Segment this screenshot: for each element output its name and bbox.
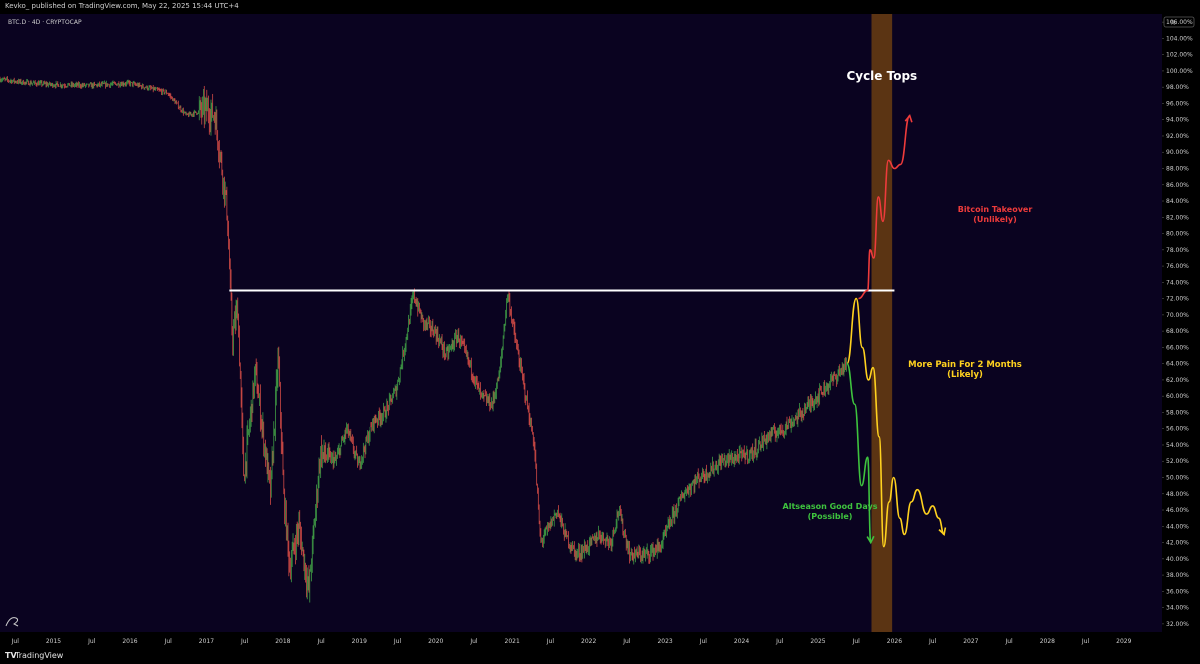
y-tick-label: 98.00%	[1166, 84, 1189, 91]
x-tick-label: Jul	[469, 638, 478, 645]
y-tick-label: 48.00%	[1166, 491, 1189, 498]
altseason-label-title: Altseason Good Days	[783, 502, 878, 511]
y-tick-label: 60.00%	[1166, 393, 1189, 400]
x-tick-label: Jul	[164, 638, 173, 645]
plot-area	[0, 14, 1162, 632]
x-tick-label: Jul	[699, 638, 708, 645]
published-line: Kevko_ published on TradingView.com, May…	[5, 2, 239, 10]
x-tick-label: 2022	[581, 638, 596, 645]
y-tick-label: 94.00%	[1166, 117, 1189, 124]
x-tick-label: 2016	[122, 638, 137, 645]
y-tick-label: 46.00%	[1166, 507, 1189, 514]
bitcoin-takeover-label-title: Bitcoin Takeover	[958, 205, 1033, 214]
x-tick-label: Jul	[1081, 638, 1090, 645]
x-tick-label: 2021	[505, 638, 520, 645]
time-axis[interactable]	[0, 632, 1200, 648]
x-tick-label: Jul	[622, 638, 631, 645]
y-tick-label: 102.00%	[1166, 52, 1193, 59]
x-tick-label: Jul	[852, 638, 861, 645]
x-tick-label: 2027	[963, 638, 978, 645]
x-tick-label: 2025	[810, 638, 825, 645]
brand-footer: TV TradingView	[0, 648, 1200, 664]
cycle-top-band	[871, 14, 893, 632]
publish-header: Kevko_ published on TradingView.com, May…	[0, 0, 1200, 14]
y-tick-label: 64.00%	[1166, 361, 1189, 368]
y-tick-label: 40.00%	[1166, 556, 1189, 563]
y-tick-label: 92.00%	[1166, 133, 1189, 140]
altseason-label-subtitle: (Possible)	[808, 512, 853, 521]
y-tick-label: 72.00%	[1166, 296, 1189, 303]
more-pain-path[interactable]	[846, 297, 945, 548]
x-tick-label: 2017	[199, 638, 214, 645]
altseason-arrow	[866, 535, 875, 545]
x-tick-label: 2029	[1116, 638, 1131, 645]
drawing-tool-icon[interactable]	[5, 617, 19, 627]
y-tick-label: 90.00%	[1166, 149, 1189, 156]
y-tick-label: 66.00%	[1166, 344, 1189, 351]
price-axis[interactable]	[1162, 14, 1200, 632]
x-tick-label: Jul	[546, 638, 555, 645]
y-tick-label: 70.00%	[1166, 312, 1189, 319]
y-tick-label: 84.00%	[1166, 198, 1189, 205]
y-tick-label: 76.00%	[1166, 263, 1189, 270]
price-chart[interactable]: Cycle Tops Bitcoin Takeover(Unlikely) More…	[0, 14, 1200, 648]
x-tick-label: 2015	[46, 638, 61, 645]
y-tick-label: 58.00%	[1166, 409, 1189, 416]
x-tick-label: Jul	[87, 638, 96, 645]
y-tick-label: 96.00%	[1166, 100, 1189, 107]
y-tick-label: 78.00%	[1166, 247, 1189, 254]
more-pain-arrow	[938, 527, 947, 537]
altseason-path[interactable]	[846, 362, 872, 544]
bitcoin-takeover-label-subtitle: (Unlikely)	[973, 215, 1016, 224]
x-tick-label: Jul	[11, 638, 20, 645]
y-tick-label: 88.00%	[1166, 166, 1189, 173]
symbol-label: BTC.D · 4D · CRYPTOCAP	[8, 19, 82, 26]
x-tick-label: 2026	[887, 638, 902, 645]
bitcoin-takeover-path[interactable]	[858, 114, 911, 300]
y-tick-label: 74.00%	[1166, 279, 1189, 286]
y-tick-label: 54.00%	[1166, 442, 1189, 449]
more-pain-label-subtitle: (Likely)	[947, 370, 983, 380]
y-tick-label: 106.00%	[1166, 19, 1193, 26]
x-tick-label: 2018	[275, 638, 290, 645]
unit-button[interactable]	[1163, 16, 1195, 28]
y-tick-label: 68.00%	[1166, 328, 1189, 335]
x-tick-label: 2023	[657, 638, 672, 645]
y-tick-label: 86.00%	[1166, 182, 1189, 189]
y-tick-label: 104.00%	[1166, 35, 1193, 42]
y-tick-label: 82.00%	[1166, 214, 1189, 221]
x-tick-label: 2024	[734, 638, 749, 645]
y-tick-label: 36.00%	[1166, 588, 1189, 595]
x-tick-label: 2019	[352, 638, 367, 645]
x-tick-label: 2020	[428, 638, 443, 645]
y-tick-label: 32.00%	[1166, 621, 1189, 628]
y-tick-label: 62.00%	[1166, 377, 1189, 384]
tradingview-logo-icon: TV	[5, 651, 17, 660]
x-tick-label: 2028	[1040, 638, 1055, 645]
y-tick-label: 100.00%	[1166, 68, 1193, 75]
x-tick-label: Jul	[393, 638, 402, 645]
x-tick-label: Jul	[1004, 638, 1013, 645]
y-tick-label: 80.00%	[1166, 231, 1189, 238]
x-tick-label: Jul	[928, 638, 937, 645]
y-tick-label: 34.00%	[1166, 605, 1189, 612]
x-tick-label: Jul	[316, 638, 325, 645]
y-tick-label: 44.00%	[1166, 523, 1189, 530]
cycle-tops-label: Cycle Tops	[846, 69, 917, 83]
y-tick-label: 52.00%	[1166, 458, 1189, 465]
unit-label: %	[1170, 20, 1176, 27]
y-tick-label: 50.00%	[1166, 475, 1189, 482]
bitcoin-takeover-arrow	[904, 114, 913, 123]
y-tick-label: 38.00%	[1166, 572, 1189, 579]
y-tick-label: 42.00%	[1166, 540, 1189, 547]
brand-name: TradingView	[15, 651, 64, 660]
y-tick-label: 56.00%	[1166, 426, 1189, 433]
x-tick-label: Jul	[240, 638, 249, 645]
more-pain-label-title: More Pain For 2 Months	[908, 360, 1022, 370]
x-tick-label: Jul	[775, 638, 784, 645]
